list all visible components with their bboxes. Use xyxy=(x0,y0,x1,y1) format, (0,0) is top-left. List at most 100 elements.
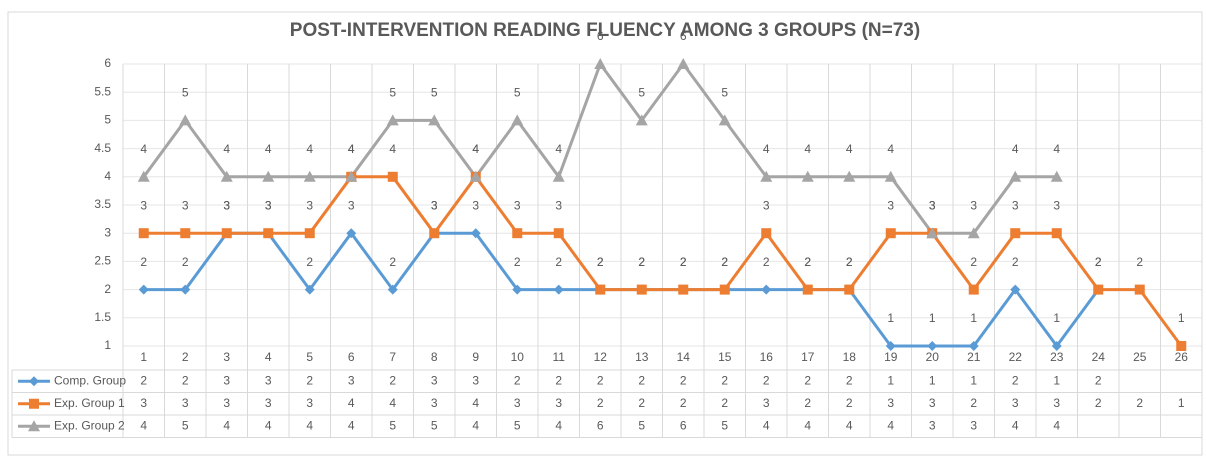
data-label: 2 xyxy=(306,255,313,269)
data-label: 3 xyxy=(555,198,562,212)
table-value: 2 xyxy=(1012,373,1019,387)
data-point xyxy=(761,228,772,239)
data-label: 3 xyxy=(140,198,147,212)
table-value: 3 xyxy=(1012,396,1019,410)
table-value: 2 xyxy=(804,373,811,387)
table-value: 4 xyxy=(265,418,272,432)
table-value: 4 xyxy=(223,418,230,432)
data-label: 2 xyxy=(846,255,853,269)
data-label: 4 xyxy=(1053,142,1060,156)
table-value: 1 xyxy=(929,373,936,387)
data-label: 5 xyxy=(389,86,396,100)
data-label: 4 xyxy=(1012,142,1019,156)
x-tick-label: 22 xyxy=(1009,350,1023,364)
table-value: 3 xyxy=(763,396,770,410)
table-value: 5 xyxy=(182,418,189,432)
table-value: 3 xyxy=(223,373,230,387)
y-tick-label: 6 xyxy=(104,56,111,70)
table-value: 2 xyxy=(555,373,562,387)
data-label: 2 xyxy=(638,255,645,269)
data-point xyxy=(719,284,730,295)
data-point xyxy=(553,284,564,295)
data-point xyxy=(304,284,315,295)
data-label: 1 xyxy=(1053,311,1060,325)
table-value: 4 xyxy=(763,418,770,432)
data-point xyxy=(885,228,896,239)
data-label: 2 xyxy=(1095,255,1102,269)
data-point xyxy=(262,170,275,182)
data-point xyxy=(968,284,979,295)
x-tick-label: 13 xyxy=(635,350,649,364)
x-tick-label: 16 xyxy=(760,350,774,364)
data-point xyxy=(138,228,149,239)
x-tick-label: 10 xyxy=(511,350,525,364)
x-tick-label: 24 xyxy=(1092,350,1106,364)
data-point xyxy=(180,284,191,295)
data-point xyxy=(1050,170,1063,182)
data-label: 3 xyxy=(970,198,977,212)
data-label: 2 xyxy=(555,255,562,269)
table-value: 2 xyxy=(638,373,645,387)
y-tick-label: 5 xyxy=(104,113,111,127)
data-label: 3 xyxy=(223,198,230,212)
data-label: 3 xyxy=(182,198,189,212)
data-label: 3 xyxy=(514,198,521,212)
data-point xyxy=(636,284,647,295)
data-point xyxy=(470,228,481,239)
data-label: 1 xyxy=(929,311,936,325)
data-point xyxy=(1051,228,1062,239)
data-label: 3 xyxy=(887,198,894,212)
x-tick-label: 25 xyxy=(1133,350,1147,364)
data-point xyxy=(179,114,192,126)
table-value: 3 xyxy=(472,373,479,387)
table-value: 2 xyxy=(1136,396,1143,410)
data-label: 2 xyxy=(514,255,521,269)
data-point xyxy=(469,170,482,182)
legend-marker xyxy=(29,398,39,409)
data-label: 6 xyxy=(597,29,604,43)
x-tick-label: 20 xyxy=(926,350,940,364)
table-value: 2 xyxy=(804,396,811,410)
data-label: 4 xyxy=(140,142,147,156)
table-value: 2 xyxy=(721,396,728,410)
table-value: 2 xyxy=(638,396,645,410)
table-value: 2 xyxy=(1095,373,1102,387)
table-value: 4 xyxy=(389,396,396,410)
table-value: 3 xyxy=(929,396,936,410)
data-label: 4 xyxy=(348,142,355,156)
table-value: 2 xyxy=(970,396,977,410)
x-tick-label: 11 xyxy=(553,350,566,364)
table-value: 4 xyxy=(887,418,894,432)
data-point xyxy=(387,284,398,295)
legend-label: Exp. Group 2 xyxy=(54,418,125,432)
table-value: 2 xyxy=(763,373,770,387)
data-label: 2 xyxy=(721,255,728,269)
x-tick-label: 6 xyxy=(348,350,355,364)
data-point xyxy=(304,228,315,239)
data-label: 4 xyxy=(763,142,770,156)
data-label: 3 xyxy=(265,198,272,212)
data-label: 4 xyxy=(306,142,313,156)
data-point xyxy=(137,170,150,182)
table-value: 3 xyxy=(431,396,438,410)
data-point xyxy=(844,284,855,295)
data-point xyxy=(968,341,979,351)
data-label: 4 xyxy=(472,142,479,156)
table-value: 3 xyxy=(929,418,936,432)
table-value: 6 xyxy=(597,418,604,432)
data-label: 4 xyxy=(472,142,479,156)
table-value: 2 xyxy=(597,373,604,387)
table-value: 3 xyxy=(514,396,521,410)
table-value: 5 xyxy=(721,418,728,432)
table-value: 2 xyxy=(182,373,189,387)
data-point xyxy=(801,170,814,182)
data-point xyxy=(761,284,772,295)
data-point xyxy=(967,227,980,239)
data-point xyxy=(552,170,565,182)
table-value: 1 xyxy=(1178,396,1185,410)
data-label: 4 xyxy=(555,142,562,156)
data-point xyxy=(512,284,523,295)
data-label: 4 xyxy=(348,142,355,156)
table-value: 4 xyxy=(348,418,355,432)
data-point xyxy=(303,170,316,182)
